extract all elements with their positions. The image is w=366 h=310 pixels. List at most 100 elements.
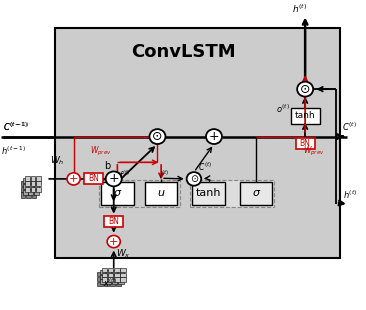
FancyBboxPatch shape xyxy=(100,275,105,279)
FancyBboxPatch shape xyxy=(21,187,26,192)
Text: u: u xyxy=(158,188,165,198)
FancyBboxPatch shape xyxy=(23,190,28,195)
FancyBboxPatch shape xyxy=(114,268,120,272)
FancyBboxPatch shape xyxy=(116,277,122,281)
FancyBboxPatch shape xyxy=(104,216,123,227)
FancyBboxPatch shape xyxy=(23,178,28,183)
FancyBboxPatch shape xyxy=(32,187,37,192)
Text: +: + xyxy=(69,174,78,184)
FancyBboxPatch shape xyxy=(21,181,26,186)
FancyBboxPatch shape xyxy=(120,273,126,277)
Text: $h^{(t-1)}$: $h^{(t-1)}$ xyxy=(1,145,26,157)
FancyBboxPatch shape xyxy=(26,187,31,192)
Text: $C^{(t-1)}$: $C^{(t-1)}$ xyxy=(3,121,29,134)
Text: σ: σ xyxy=(253,188,259,198)
Circle shape xyxy=(297,82,313,97)
Text: BN: BN xyxy=(108,217,119,226)
Circle shape xyxy=(107,236,120,248)
FancyBboxPatch shape xyxy=(110,272,115,276)
Text: tanh: tanh xyxy=(295,111,315,120)
Text: tanh: tanh xyxy=(196,188,221,198)
FancyBboxPatch shape xyxy=(112,275,117,279)
FancyBboxPatch shape xyxy=(114,273,120,277)
Text: ⊙: ⊙ xyxy=(152,130,163,143)
Text: $x^{(t)}$: $x^{(t)}$ xyxy=(103,277,117,289)
Text: +: + xyxy=(209,130,219,143)
FancyBboxPatch shape xyxy=(108,277,113,281)
FancyBboxPatch shape xyxy=(100,270,105,274)
FancyBboxPatch shape xyxy=(108,268,113,272)
Text: b: b xyxy=(105,162,111,171)
FancyBboxPatch shape xyxy=(192,182,225,205)
FancyBboxPatch shape xyxy=(32,193,37,197)
FancyBboxPatch shape xyxy=(102,273,107,277)
FancyBboxPatch shape xyxy=(114,277,120,281)
Text: $W_x$: $W_x$ xyxy=(116,248,130,260)
FancyBboxPatch shape xyxy=(120,277,126,281)
FancyBboxPatch shape xyxy=(25,175,30,181)
FancyBboxPatch shape xyxy=(104,281,109,286)
Text: BN: BN xyxy=(300,139,311,148)
FancyBboxPatch shape xyxy=(55,28,340,259)
FancyBboxPatch shape xyxy=(36,175,41,181)
FancyBboxPatch shape xyxy=(118,280,124,284)
Text: $f^{(t)}$: $f^{(t)}$ xyxy=(119,169,130,181)
Text: $W_h$: $W_h$ xyxy=(50,155,64,167)
FancyBboxPatch shape xyxy=(100,280,105,284)
FancyBboxPatch shape xyxy=(32,181,37,186)
FancyBboxPatch shape xyxy=(34,190,39,195)
Text: $W_{prev}$: $W_{prev}$ xyxy=(90,145,112,158)
FancyBboxPatch shape xyxy=(31,181,36,186)
FancyBboxPatch shape xyxy=(106,275,111,279)
FancyBboxPatch shape xyxy=(110,281,115,286)
Text: ⊙: ⊙ xyxy=(300,83,310,96)
FancyBboxPatch shape xyxy=(120,268,126,272)
FancyBboxPatch shape xyxy=(25,181,30,186)
Text: +: + xyxy=(108,172,119,185)
FancyBboxPatch shape xyxy=(31,187,36,192)
Text: ⊙: ⊙ xyxy=(190,174,198,184)
FancyBboxPatch shape xyxy=(102,268,107,272)
FancyBboxPatch shape xyxy=(112,270,117,274)
Text: $C^{(t-1)}$: $C^{(t-1)}$ xyxy=(3,121,27,134)
FancyBboxPatch shape xyxy=(29,190,33,195)
FancyBboxPatch shape xyxy=(97,277,103,281)
FancyBboxPatch shape xyxy=(23,184,28,189)
FancyBboxPatch shape xyxy=(108,273,113,277)
Circle shape xyxy=(206,129,222,144)
Text: $i^{(t)}$: $i^{(t)}$ xyxy=(159,169,170,181)
FancyBboxPatch shape xyxy=(36,187,41,192)
FancyBboxPatch shape xyxy=(29,178,33,183)
FancyBboxPatch shape xyxy=(97,281,103,286)
Circle shape xyxy=(106,171,122,186)
Text: $o^{(t)}$: $o^{(t)}$ xyxy=(276,102,290,114)
Text: $h^{(t)}$: $h^{(t)}$ xyxy=(343,189,357,201)
FancyBboxPatch shape xyxy=(101,182,134,205)
FancyBboxPatch shape xyxy=(145,182,178,205)
FancyBboxPatch shape xyxy=(116,281,122,286)
Circle shape xyxy=(149,129,165,144)
FancyBboxPatch shape xyxy=(118,275,124,279)
Text: $C^{(t)}$: $C^{(t)}$ xyxy=(198,161,212,174)
FancyBboxPatch shape xyxy=(106,280,111,284)
Text: σ: σ xyxy=(114,188,121,198)
FancyBboxPatch shape xyxy=(104,272,109,276)
FancyBboxPatch shape xyxy=(26,193,31,197)
FancyBboxPatch shape xyxy=(104,277,109,281)
FancyBboxPatch shape xyxy=(106,270,111,274)
FancyBboxPatch shape xyxy=(112,280,117,284)
Text: +: + xyxy=(109,237,119,246)
FancyBboxPatch shape xyxy=(110,277,115,281)
Circle shape xyxy=(67,173,80,185)
FancyBboxPatch shape xyxy=(34,178,39,183)
FancyBboxPatch shape xyxy=(118,270,124,274)
FancyBboxPatch shape xyxy=(291,108,320,124)
FancyBboxPatch shape xyxy=(34,184,39,189)
FancyBboxPatch shape xyxy=(97,272,103,276)
FancyBboxPatch shape xyxy=(102,277,107,281)
FancyBboxPatch shape xyxy=(31,175,36,181)
FancyBboxPatch shape xyxy=(296,138,315,149)
FancyBboxPatch shape xyxy=(36,181,41,186)
Text: BN: BN xyxy=(88,175,99,184)
FancyBboxPatch shape xyxy=(26,181,31,186)
